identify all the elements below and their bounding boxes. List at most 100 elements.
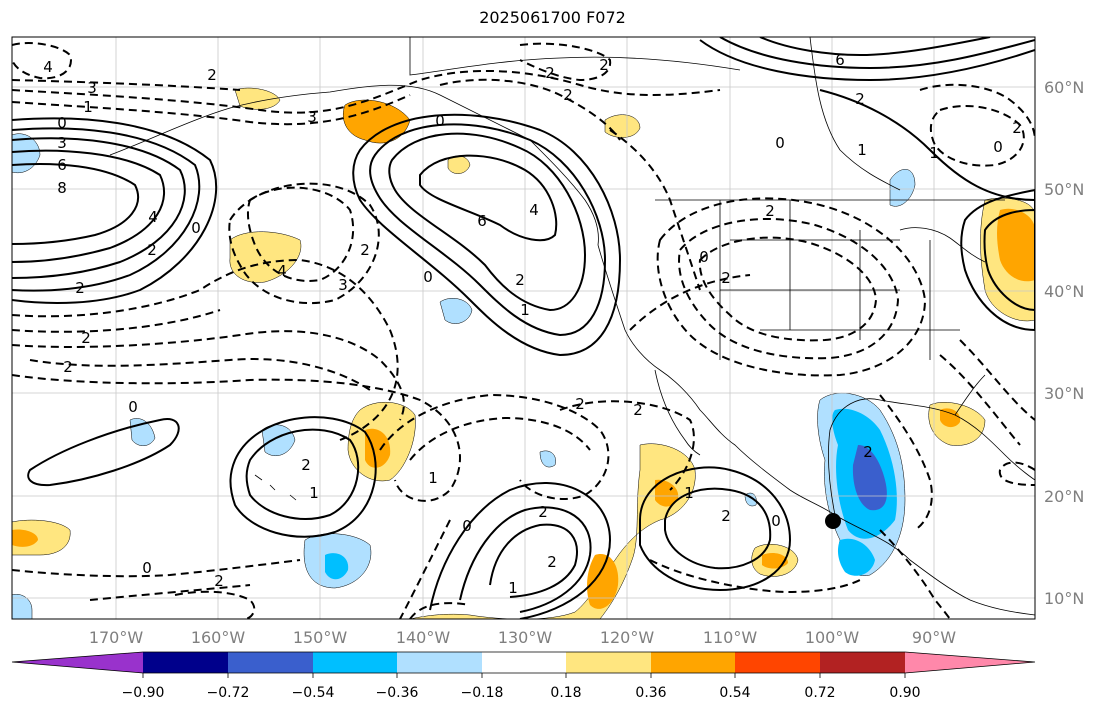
great-lakes	[899, 227, 986, 263]
contour-label: 1	[929, 144, 939, 162]
contour-label: 2	[1012, 119, 1022, 137]
colorbar-tick-label: −0.90	[122, 685, 165, 701]
solid-contours	[12, 37, 1035, 619]
shade-light-blue-8	[12, 594, 33, 619]
colorbar-segment	[228, 652, 313, 673]
contour-label: 2	[147, 241, 157, 259]
lat-label: 10°N	[1044, 589, 1084, 608]
contour-label: 2	[721, 507, 731, 525]
hawaii-islands	[254, 474, 297, 501]
contour-label: 6	[835, 51, 845, 69]
map-area: 4 3 2 1 0 3 6 8 4 2 2 2 0 2 3 0 6 4 2 1 …	[12, 37, 1035, 619]
alaska-north-coast	[409, 37, 741, 76]
west-coast	[597, 244, 836, 516]
location-marker-dot	[825, 513, 841, 529]
contour-label: 2	[75, 279, 85, 297]
contour-label: 2	[863, 443, 873, 461]
shade-east-orange	[997, 208, 1035, 282]
lon-label: 100°W	[805, 628, 860, 647]
colorbar-segments	[12, 652, 1035, 673]
contour-label: 2	[855, 90, 865, 108]
colorbar-segment	[482, 652, 566, 673]
alaska-coast	[109, 84, 599, 246]
shade-small-yellow-3	[604, 114, 641, 138]
contour-label: 0	[128, 398, 138, 416]
map-frame	[11, 36, 1036, 620]
shade-blue-1	[325, 553, 349, 580]
colorbar-ticks	[142, 673, 906, 678]
colorbar: −0.90 −0.72 −0.54 −0.36 −0.18 0.18 0.36 …	[11, 651, 1036, 701]
contour-label: 2	[515, 271, 525, 289]
baja	[654, 369, 701, 456]
contour-label: 1	[428, 469, 438, 487]
colorbar-tick-label: −0.72	[207, 685, 250, 701]
colorbar-segment	[566, 652, 651, 673]
contour-label: 0	[423, 268, 433, 286]
contour-label: 0	[462, 517, 472, 535]
contour-label: 2	[545, 64, 555, 82]
colorbar-segment	[313, 652, 397, 673]
contour-label: 4	[148, 208, 158, 226]
colorbar-tick-label: −0.54	[292, 685, 335, 701]
colorbar-tick-label: 0.18	[550, 685, 581, 701]
contour-label: 0	[775, 134, 785, 152]
contour-label: 6	[57, 156, 67, 174]
contour-label: 4	[43, 58, 53, 76]
map-title: 2025061700 F072	[479, 8, 626, 27]
contour-label: 3	[338, 276, 348, 294]
contour-label: 0	[699, 248, 709, 266]
contour-label: 1	[508, 579, 518, 597]
contour-label: 1	[309, 484, 319, 502]
gridlines	[12, 37, 1035, 619]
shade-light-blue-7	[539, 450, 556, 468]
contour-label: 2	[547, 553, 557, 571]
colorbar-segment	[143, 652, 228, 673]
shade-pacific-orange-2	[587, 554, 619, 609]
contour-label: 0	[435, 112, 445, 130]
contour-label: 8	[57, 179, 67, 197]
contour-label: 2	[633, 401, 643, 419]
shade-pacific-yellow-1	[409, 443, 696, 619]
contour-labels: 4 3 2 1 0 3 6 8 4 2 2 2 0 2 3 0 6 4 2 1 …	[43, 51, 1022, 597]
contour-label: 2	[538, 503, 548, 521]
longitude-labels: 170°W 160°W 150°W 140°W 130°W 120°W 110°…	[89, 628, 956, 647]
shade-light-blue-4	[12, 133, 41, 173]
contour-label: 2	[721, 269, 731, 287]
shade-small-yellow-1	[229, 231, 302, 283]
lon-label: 140°W	[396, 628, 451, 647]
latitude-labels: 60°N 50°N 40°N 30°N 20°N 10°N	[1044, 78, 1084, 608]
contour-label: 2	[360, 241, 370, 259]
contour-label: 6	[477, 212, 487, 230]
colorbar-tick-label: 0.36	[635, 685, 666, 701]
contour-label: 0	[191, 219, 201, 237]
contour-label: 2	[575, 395, 585, 413]
contour-label: 3	[307, 108, 317, 126]
shade-light-blue-6	[889, 169, 916, 207]
colorbar-tick-labels: −0.90 −0.72 −0.54 −0.36 −0.18 0.18 0.36 …	[122, 685, 921, 701]
lat-label: 40°N	[1044, 282, 1084, 301]
lon-label: 90°W	[912, 628, 956, 647]
lat-label: 30°N	[1044, 384, 1084, 403]
lon-label: 150°W	[293, 628, 348, 647]
shade-pacific-orange-1	[655, 479, 679, 507]
contour-label: 0	[771, 512, 781, 530]
mexico-south	[834, 514, 1035, 616]
colorbar-low-extend	[12, 652, 143, 673]
contour-label: 4	[277, 262, 287, 280]
contour-label: 2	[599, 56, 609, 74]
contour-label: 1	[83, 98, 93, 116]
gulf-coast	[827, 398, 1035, 516]
contour-label: 0	[57, 114, 67, 132]
lat-label: 60°N	[1044, 78, 1084, 97]
contour-label: 2	[214, 572, 224, 590]
contour-label: 1	[857, 141, 867, 159]
shade-small-orange-2	[940, 408, 961, 428]
hudson-bay	[809, 37, 901, 191]
shade-hawaii-orange	[365, 428, 391, 468]
colorbar-tick-label: 0.72	[804, 685, 835, 701]
contour-label: 2	[207, 66, 217, 84]
contour-label: 2	[81, 329, 91, 347]
colorbar-segment	[397, 652, 482, 673]
contour-label: 0	[993, 138, 1003, 156]
